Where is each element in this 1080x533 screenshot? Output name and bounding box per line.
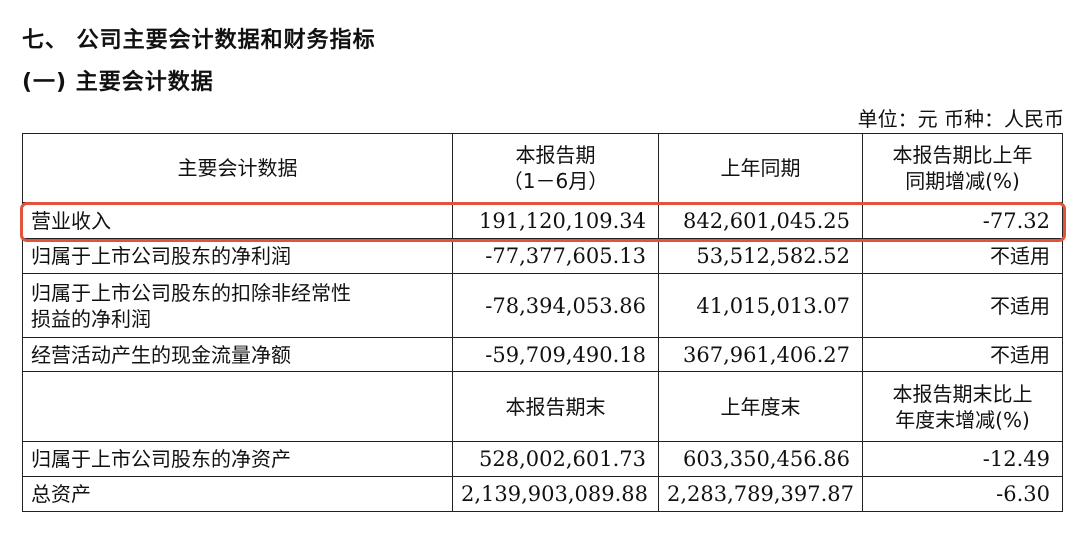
subheader-empty-cell (22, 371, 453, 442)
header-change-line1: 本报告期比上年 (892, 143, 1033, 167)
row-label: 总资产 (22, 476, 453, 512)
header-current-period-line2: （1－6月） (502, 169, 609, 193)
header-change: 本报告期比上年 同期增减(%) (862, 133, 1063, 203)
row-current-value: 191,120,109.34 (452, 202, 659, 239)
subsection-heading: (一) 主要会计数据 (22, 70, 214, 95)
row-label: 营业收入 (22, 202, 453, 239)
row-prior-value: 53,512,582.52 (658, 238, 863, 274)
table-row: 归属于上市公司股东的净利润 -77,377,605.13 53,512,582.… (22, 238, 1063, 274)
row-change-value: -77.32 (862, 202, 1063, 239)
header-main-data: 主要会计数据 (22, 133, 453, 203)
row-current-value: 528,002,601.73 (452, 441, 659, 477)
header-prior-period: 上年同期 (658, 133, 863, 203)
table-row: 归属于上市公司股东的扣除非经常性 损益的净利润 -78,394,053.86 4… (22, 273, 1063, 338)
header-current-period: 本报告期 （1－6月） (452, 133, 659, 203)
row-current-value: -59,709,490.18 (452, 337, 659, 372)
accounting-data-table: 主要会计数据 本报告期 （1－6月） 上年同期 本报告期比上年 同期增减(%) … (22, 133, 1063, 512)
row-label-line1: 归属于上市公司股东的扣除非经常性 (31, 280, 351, 305)
row-prior-value: 367,961,406.27 (658, 337, 863, 372)
row-label: 归属于上市公司股东的净利润 (22, 238, 453, 274)
row-change-value: 不适用 (862, 238, 1063, 274)
row-label: 经营活动产生的现金流量净额 (22, 337, 453, 372)
table-header-row: 主要会计数据 本报告期 （1－6月） 上年同期 本报告期比上年 同期增减(%) (22, 133, 1063, 203)
row-prior-value: 41,015,013.07 (658, 273, 863, 338)
row-change-value: 不适用 (862, 273, 1063, 338)
table-subheader-row: 本报告期末 上年度末 本报告期末比上 年度末增减(%) (22, 371, 1063, 442)
row-prior-value: 603,350,456.86 (658, 441, 863, 477)
row-current-value: 2,139,903,089.88 (452, 476, 659, 512)
row-label-line2: 损益的净利润 (31, 306, 151, 331)
row-prior-value: 2,283,789,397.87 (658, 476, 863, 512)
section-heading: 七、 公司主要会计数据和财务指标 (22, 28, 376, 53)
row-current-value: -78,394,053.86 (452, 273, 659, 338)
table-row: 经营活动产生的现金流量净额 -59,709,490.18 367,961,406… (22, 337, 1063, 372)
subheader-change: 本报告期末比上 年度末增减(%) (862, 371, 1063, 442)
table-row: 归属于上市公司股东的净资产 528,002,601.73 603,350,456… (22, 441, 1063, 477)
subheader-prior-year-end: 上年度末 (658, 371, 863, 442)
subheader-change-line2: 年度末增减(%) (895, 407, 1030, 432)
table-row: 总资产 2,139,903,089.88 2,283,789,397.87 -6… (22, 476, 1063, 512)
row-change-value: -6.30 (862, 476, 1063, 512)
row-label: 归属于上市公司股东的净资产 (22, 441, 453, 477)
unit-note: 单位：元 币种：人民币 (857, 107, 1064, 131)
row-change-value: 不适用 (862, 337, 1063, 372)
header-current-period-line1: 本报告期 (515, 143, 596, 167)
row-current-value: -77,377,605.13 (452, 238, 659, 274)
subheader-change-line1: 本报告期末比上 (892, 381, 1033, 406)
header-change-line2: 同期增减(%) (905, 169, 1020, 193)
row-label: 归属于上市公司股东的扣除非经常性 损益的净利润 (22, 273, 453, 338)
row-change-value: -12.49 (862, 441, 1063, 477)
table-row: 营业收入 191,120,109.34 842,601,045.25 -77.3… (22, 202, 1063, 239)
subheader-period-end: 本报告期末 (452, 371, 659, 442)
row-prior-value: 842,601,045.25 (658, 202, 863, 239)
